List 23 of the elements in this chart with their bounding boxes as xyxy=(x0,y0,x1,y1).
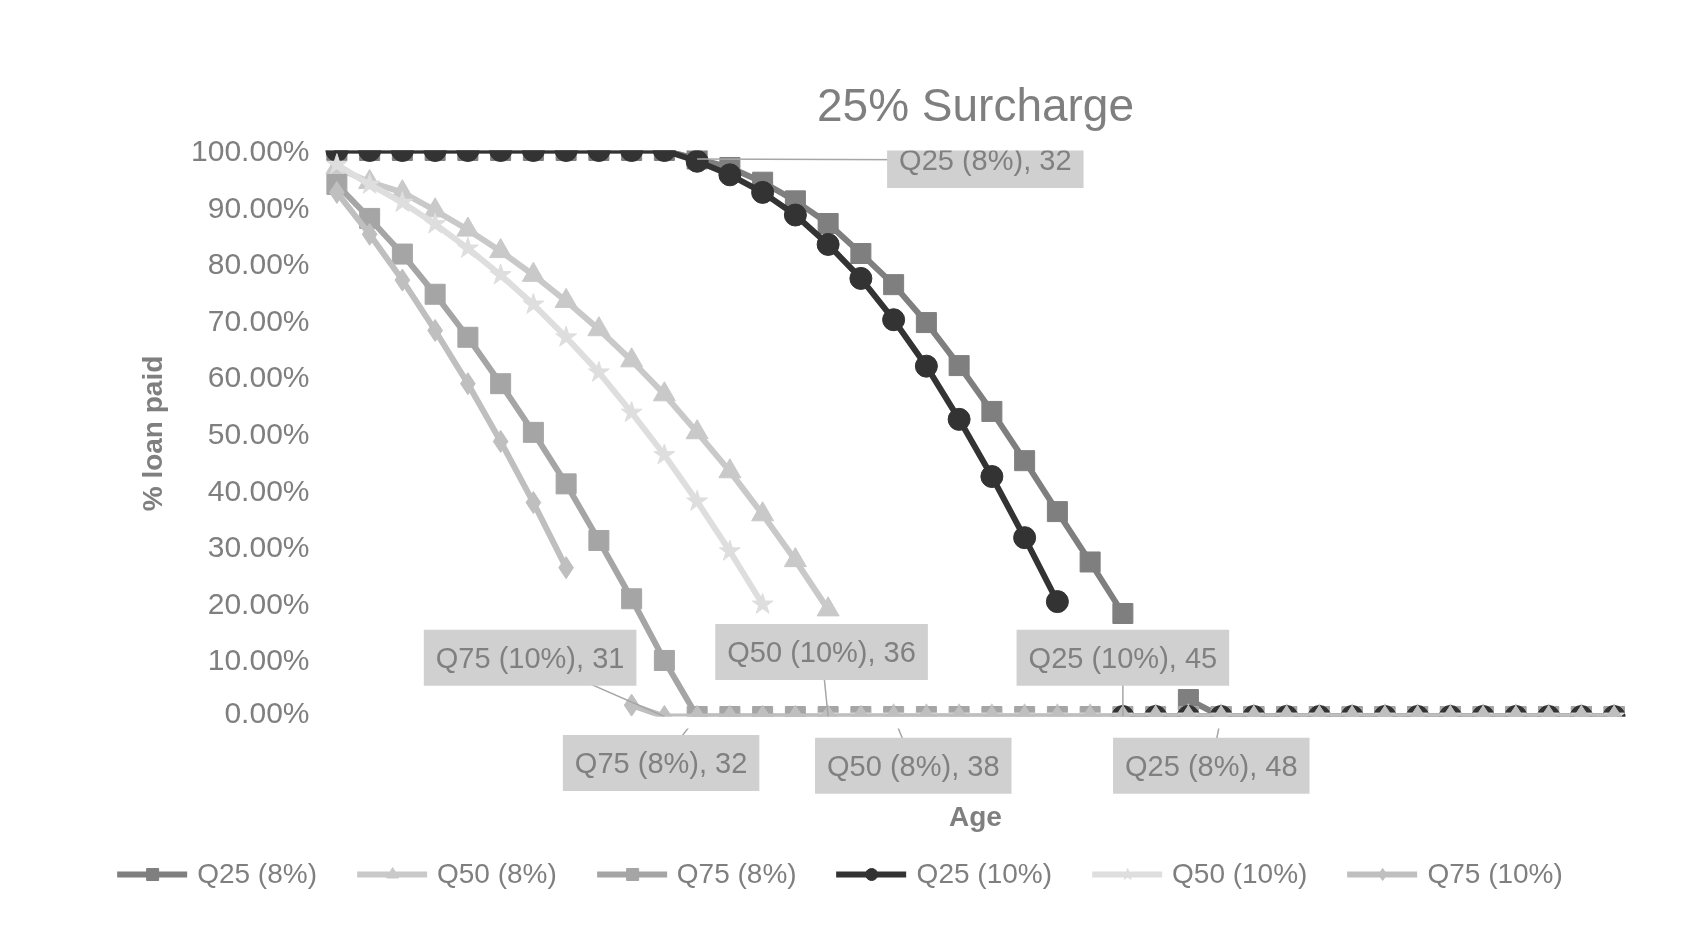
y-tick-label: 40.00% xyxy=(207,473,310,507)
text: Q75 (8%), 32 xyxy=(574,746,748,779)
y-tick-label: 70.00% xyxy=(207,303,310,337)
legend-label: Q25 (10%) xyxy=(916,858,1053,890)
y-tick-label: 80.00% xyxy=(207,247,310,281)
legend-label: Q50 (10%) xyxy=(1172,858,1308,890)
y-tick-label: 90.00% xyxy=(207,190,310,224)
y-tick-label: 20.00% xyxy=(207,586,310,620)
chart-title: 25% Surcharge xyxy=(816,78,1135,131)
y-tick-label: 100.00% xyxy=(191,134,310,167)
legend-label: Q75 (8%) xyxy=(676,858,797,890)
text: Q25 (8%), 48 xyxy=(1125,749,1298,782)
y-tick-label: 10.00% xyxy=(207,643,310,677)
y-tick-label: 30.00% xyxy=(207,530,310,564)
legend-label: Q75 (10%) xyxy=(1427,858,1563,890)
text: Q50 (8%), 38 xyxy=(827,749,1000,782)
legend-label: Q25 (8%) xyxy=(197,858,317,890)
y-tick-label: 50.00% xyxy=(207,417,310,450)
y-tick-label: 0.00% xyxy=(224,695,310,729)
y-tick-label: 60.00% xyxy=(207,360,310,394)
x-axis-title: Age xyxy=(949,800,1002,832)
y-axis-title: % loan paid xyxy=(137,355,169,512)
legend-label: Q50 (8%) xyxy=(436,858,557,890)
